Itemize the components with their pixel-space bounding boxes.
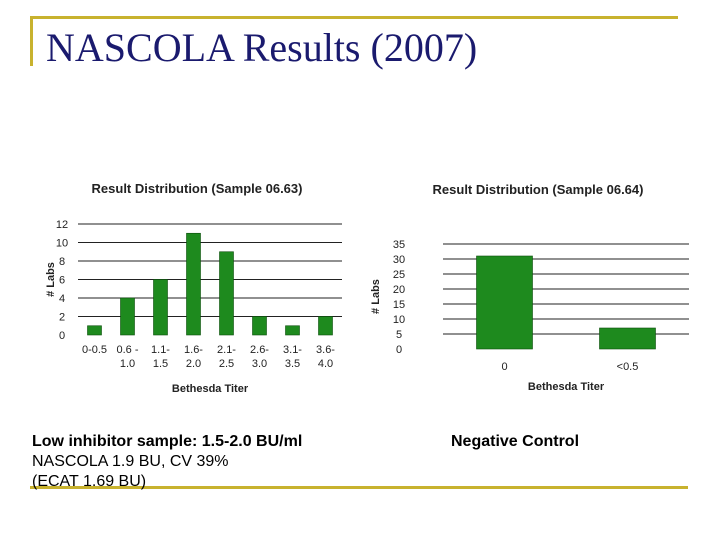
y-tick-label: 20 <box>393 284 405 296</box>
x-tick-label: 1.6- <box>184 344 203 356</box>
y-tick-label: 35 <box>393 239 405 251</box>
right-caption: Negative Control <box>451 432 579 452</box>
bar <box>219 251 234 336</box>
y-tick-label: 8 <box>59 256 65 268</box>
y-tick-label: 15 <box>393 299 405 311</box>
y-tick-label: 6 <box>59 275 65 287</box>
x-tick-label: 3.1- <box>283 344 302 356</box>
x-tick-label: 2.6- <box>250 344 269 356</box>
right-caption-line1: Negative Control <box>451 433 580 450</box>
x-axis-label: Bethesda Titer <box>172 383 249 395</box>
y-axis-label: # Labs <box>370 279 382 314</box>
bar <box>285 325 300 336</box>
x-tick-label: 3.0 <box>252 358 267 370</box>
x-tick-label: 1.5 <box>153 358 168 370</box>
chart-sample-0664-svg: Result Distribution (Sample 06.64) 0 5 10 15… <box>370 182 689 393</box>
chart-title: Result Distribution (Sample 06.63) <box>92 181 303 196</box>
y-tick-label: 2 <box>59 312 65 324</box>
y-tick-label: 25 <box>393 269 405 281</box>
x-tick-label: 2.0 <box>186 358 201 370</box>
y-tick-label: 0 <box>59 330 65 342</box>
x-tick-label: 0 <box>501 361 507 373</box>
slide-title: NASCOLA Results (2007) <box>46 25 478 70</box>
y-tick-label: 0 <box>396 344 402 356</box>
y-tick-label: 30 <box>393 254 405 266</box>
x-tick-label: 2.1- <box>217 344 236 356</box>
x-tick-label: <0.5 <box>617 361 639 373</box>
chart-sample-0663-svg: Result Distribution (Sample 06.63) 0 2 4 6 8 1… <box>45 181 342 395</box>
top-accent-rule <box>30 16 678 19</box>
bar <box>87 325 102 336</box>
x-tick-label: 0.6 - <box>116 344 138 356</box>
left-caption-line2: NASCOLA 1.9 BU, CV 39% <box>32 453 229 470</box>
y-tick-label: 10 <box>56 238 68 250</box>
x-tick-label: 4.0 <box>318 358 333 370</box>
left-caption-line3: (ECAT 1.69 BU) <box>32 473 147 490</box>
y-tick-label: 10 <box>393 314 405 326</box>
chart-title: Result Distribution (Sample 06.64) <box>433 182 644 197</box>
y-tick-label: 12 <box>56 219 68 231</box>
y-axis-label: # Labs <box>45 262 57 297</box>
bar <box>318 316 333 336</box>
bar <box>252 316 267 336</box>
bottom-accent-rule <box>30 486 688 489</box>
x-tick-label: 0-0.5 <box>82 344 107 356</box>
bar <box>186 232 201 336</box>
x-axis-label: Bethesda Titer <box>528 381 605 393</box>
x-tick-label: 3.6- <box>316 344 335 356</box>
y-tick-label: 5 <box>396 329 402 341</box>
chart-sample-0664: Result Distribution (Sample 06.64) 0 5 10 15… <box>351 172 697 410</box>
bar <box>153 279 168 336</box>
left-caption: Low inhibitor sample: 1.5-2.0 BU/ml NASC… <box>32 432 302 492</box>
x-tick-label: 3.5 <box>285 358 300 370</box>
left-caption-line1: Low inhibitor sample: 1.5-2.0 BU/ml <box>32 433 303 450</box>
x-tick-label: 1.0 <box>120 358 135 370</box>
left-accent-rule <box>30 16 33 66</box>
bar <box>120 297 135 336</box>
y-tick-label: 4 <box>59 293 65 305</box>
bar <box>599 327 656 350</box>
x-tick-label: 2.5 <box>219 358 234 370</box>
x-tick-label: 1.1- <box>151 344 170 356</box>
bar <box>476 255 533 350</box>
chart-sample-0663: Result Distribution (Sample 06.63) 0 2 4 6 8 1… <box>42 172 348 410</box>
